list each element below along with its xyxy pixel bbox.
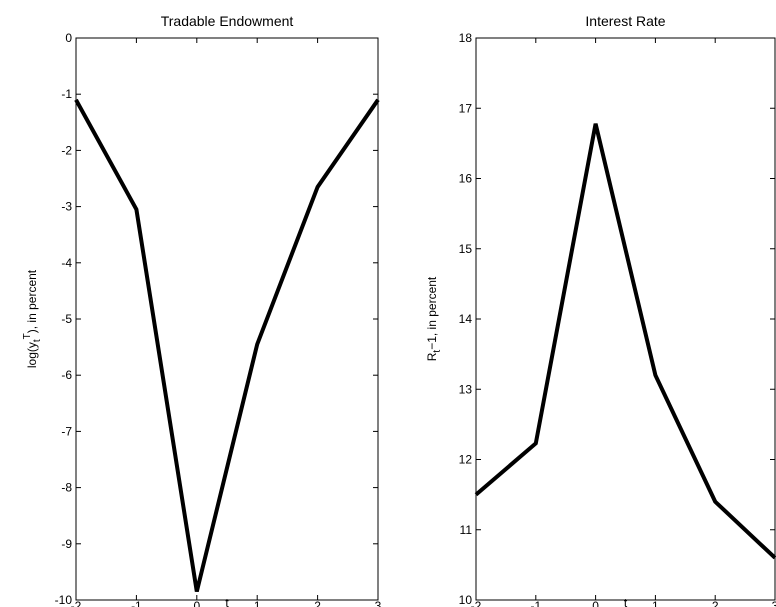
y-axis-label-part: log(y <box>25 342 39 368</box>
x-tick-label: -1 <box>131 599 142 607</box>
y-tick-label: -4 <box>61 256 72 270</box>
x-tick-label: 0 <box>592 599 599 607</box>
x-tick-label: -2 <box>471 599 482 607</box>
y-tick-label: 18 <box>459 31 473 45</box>
chart-title: Interest Rate <box>585 13 665 29</box>
y-tick-label: -6 <box>61 368 72 382</box>
x-tick-label: 2 <box>314 599 321 607</box>
y-tick-label: -2 <box>61 143 72 157</box>
y-tick-label: 16 <box>459 172 473 186</box>
x-tick-label: 3 <box>772 599 776 607</box>
x-tick-label: -2 <box>71 599 82 607</box>
x-tick-label: 2 <box>712 599 719 607</box>
y-tick-label: 14 <box>459 312 473 326</box>
x-tick-label: 1 <box>652 599 659 607</box>
x-tick-label: -1 <box>530 599 541 607</box>
x-axis-label: t <box>624 596 628 607</box>
y-tick-label: 0 <box>65 31 72 45</box>
chart-title: Tradable Endowment <box>161 13 294 29</box>
y-tick-label: -3 <box>61 200 72 214</box>
x-tick-label: 1 <box>254 599 261 607</box>
y-tick-label: -7 <box>61 424 72 438</box>
x-tick-label: 0 <box>193 599 200 607</box>
x-tick-label: 3 <box>375 599 382 607</box>
y-tick-label: 17 <box>459 101 473 115</box>
y-tick-label: -10 <box>55 593 73 607</box>
y-tick-label: 10 <box>459 593 473 607</box>
y-tick-label: -9 <box>61 537 72 551</box>
y-tick-label: -5 <box>61 312 72 326</box>
axes-box <box>75 37 379 601</box>
y-tick-label: -1 <box>61 87 72 101</box>
y-tick-label: 12 <box>459 453 473 467</box>
y-tick-label: -8 <box>61 481 72 495</box>
y-axis-label-part: R <box>425 352 439 361</box>
data-line <box>474 123 776 560</box>
y-axis-label-part: t <box>32 339 43 342</box>
y-tick-label: 11 <box>460 523 473 537</box>
x-axis-label: t <box>225 596 229 607</box>
y-axis-label: Rt−1, in percent <box>425 276 443 361</box>
y-tick-label: 13 <box>459 382 473 396</box>
y-axis-label-part: T <box>22 333 33 339</box>
y-axis-label-part: ), in percent <box>25 269 39 333</box>
y-tick-label: 15 <box>459 242 473 256</box>
data-line <box>74 98 380 593</box>
y-axis-label-part: t <box>432 350 443 353</box>
y-axis-label-part: −1, in percent <box>425 276 439 350</box>
y-axis-label: log(ytT), in percent <box>22 269 43 368</box>
